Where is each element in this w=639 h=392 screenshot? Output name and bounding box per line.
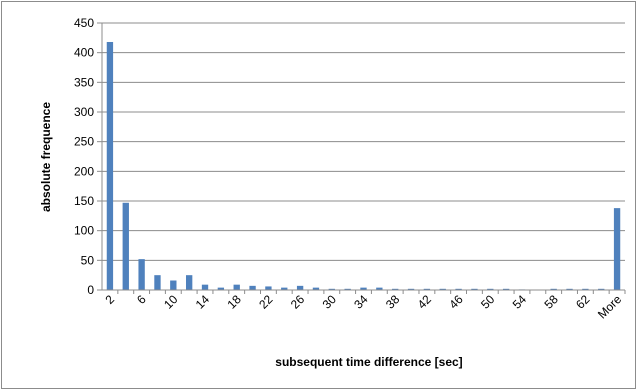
bar bbox=[217, 287, 225, 290]
bar bbox=[487, 288, 494, 290]
bar bbox=[582, 288, 589, 290]
x-tick-label: 22 bbox=[256, 292, 276, 312]
bar bbox=[344, 288, 351, 290]
x-tick-label: 2 bbox=[102, 292, 117, 307]
bar bbox=[439, 288, 446, 290]
x-tick-label: 10 bbox=[161, 292, 181, 312]
y-tick-label: 0 bbox=[87, 283, 94, 297]
x-tick-label: 14 bbox=[193, 292, 213, 312]
bar bbox=[312, 287, 320, 290]
y-tick-label: 200 bbox=[74, 164, 94, 178]
bar bbox=[170, 280, 177, 290]
y-tick-label: 150 bbox=[74, 194, 94, 208]
bars bbox=[106, 41, 621, 291]
y-tick-labels: 0 50 100 150 200 250 300 350 400 450 bbox=[74, 16, 94, 297]
bar bbox=[407, 288, 415, 290]
bar bbox=[392, 288, 399, 290]
bar bbox=[122, 202, 129, 290]
bar bbox=[281, 287, 288, 290]
bar bbox=[296, 285, 304, 290]
x-tick-label: 30 bbox=[320, 292, 340, 312]
x-tick-label: 34 bbox=[351, 292, 371, 312]
x-tick-label: 38 bbox=[383, 292, 403, 312]
bar bbox=[154, 275, 161, 290]
y-tick-label: 250 bbox=[74, 135, 94, 149]
x-tick-label: 42 bbox=[415, 292, 435, 312]
y-axis-title: absolute frequence bbox=[39, 102, 53, 212]
y-tick-label: 350 bbox=[74, 75, 94, 89]
x-tick-label: 50 bbox=[478, 292, 498, 312]
bar bbox=[550, 288, 557, 290]
bar bbox=[265, 286, 272, 290]
y-tick-label: 300 bbox=[74, 105, 94, 119]
bar bbox=[185, 275, 193, 290]
x-tick-labels: 2 6 10 14 18 22 26 30 34 38 42 46 50 54 58 62 More bbox=[102, 290, 626, 321]
bar bbox=[233, 284, 240, 290]
y-tick-label: 450 bbox=[74, 16, 94, 30]
gridlines bbox=[97, 22, 625, 291]
x-tick-label: 54 bbox=[510, 292, 530, 312]
bar bbox=[360, 287, 367, 290]
x-tick-label: 62 bbox=[573, 292, 593, 312]
axes bbox=[101, 23, 625, 291]
bar bbox=[106, 41, 114, 291]
y-tick-label: 50 bbox=[81, 253, 95, 267]
bar bbox=[249, 285, 256, 290]
bar bbox=[455, 288, 462, 290]
bar bbox=[613, 208, 621, 290]
x-tick-label: 26 bbox=[288, 292, 308, 312]
bar bbox=[423, 288, 431, 290]
bar bbox=[138, 259, 145, 290]
bar bbox=[328, 288, 335, 290]
x-tick-label: 6 bbox=[134, 292, 149, 307]
bar bbox=[201, 284, 209, 290]
x-tick-label: More bbox=[595, 292, 624, 321]
y-tick-label: 400 bbox=[74, 46, 94, 60]
bar bbox=[598, 288, 605, 290]
x-tick-label: 18 bbox=[224, 292, 244, 312]
x-tick-label: 46 bbox=[446, 292, 466, 312]
x-tick-label: 58 bbox=[541, 292, 561, 312]
bar bbox=[376, 287, 383, 290]
y-tick-label: 100 bbox=[74, 224, 94, 238]
bar bbox=[566, 288, 573, 290]
bar bbox=[502, 288, 510, 290]
bar bbox=[471, 288, 478, 290]
x-axis-title: subsequent time difference [sec] bbox=[275, 355, 462, 369]
